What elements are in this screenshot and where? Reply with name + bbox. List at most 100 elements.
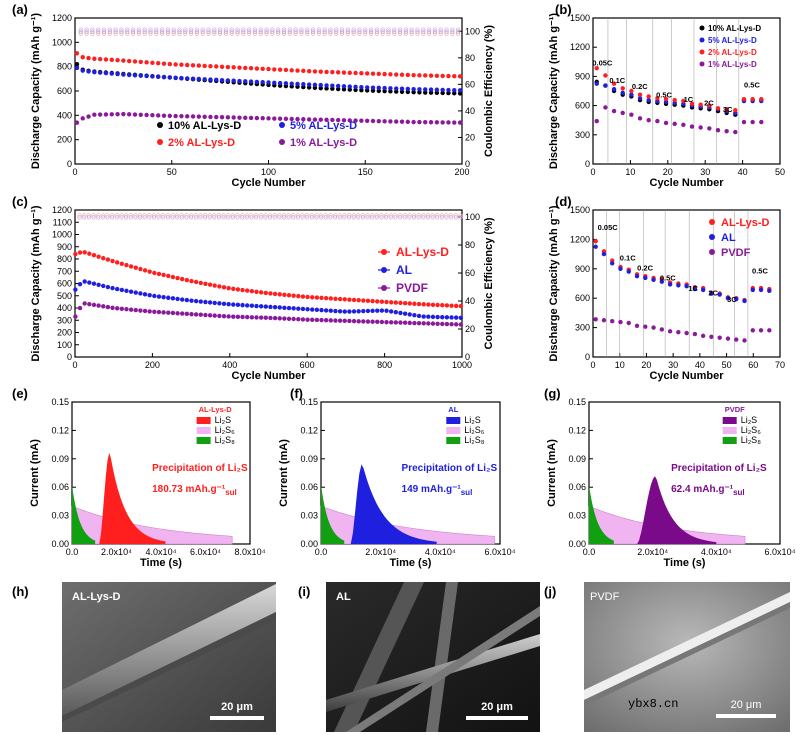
data-point bbox=[717, 292, 722, 297]
data-point bbox=[156, 309, 162, 315]
series-b-10-al-lys-d bbox=[594, 79, 764, 117]
data-point bbox=[364, 71, 370, 76]
series-a-2-al-lys-d bbox=[74, 51, 463, 79]
data-point bbox=[416, 313, 422, 319]
data-point bbox=[603, 73, 608, 78]
ce-point bbox=[360, 213, 366, 218]
ce-point bbox=[425, 215, 431, 220]
data-point bbox=[109, 57, 114, 63]
data-point bbox=[272, 80, 277, 85]
y2-axis-label: Coulombic Efficiency (%) bbox=[483, 217, 495, 349]
ce-point bbox=[147, 215, 152, 220]
data-point bbox=[446, 73, 451, 79]
data-point bbox=[452, 74, 457, 79]
x-tick-label: 50 bbox=[775, 167, 785, 177]
y-tick-label: 1500 bbox=[570, 205, 590, 215]
series-a-5-al-lys-d bbox=[74, 65, 463, 93]
data-point bbox=[593, 239, 598, 244]
data-point bbox=[254, 115, 260, 121]
data-point bbox=[282, 305, 287, 310]
data-point bbox=[342, 318, 347, 324]
y-tick-label: 1000 bbox=[52, 230, 72, 240]
data-point bbox=[370, 118, 376, 124]
data-point bbox=[243, 65, 248, 71]
x-tick-label: 8.0x10⁴ bbox=[235, 547, 266, 557]
data-point bbox=[637, 96, 643, 101]
data-point bbox=[361, 298, 366, 303]
ce-point bbox=[392, 31, 397, 36]
data-point bbox=[82, 279, 87, 284]
data-point bbox=[179, 276, 185, 282]
data-point bbox=[452, 87, 457, 93]
data-point bbox=[254, 289, 259, 294]
data-point bbox=[330, 69, 335, 75]
ce-point bbox=[165, 213, 170, 218]
data-point bbox=[142, 308, 148, 314]
data-point bbox=[249, 288, 255, 294]
data-point bbox=[672, 97, 677, 103]
ce-point bbox=[314, 213, 319, 218]
data-point bbox=[110, 258, 115, 264]
data-point bbox=[689, 101, 695, 106]
x-tick-label: 20 bbox=[663, 167, 673, 177]
data-point bbox=[353, 87, 358, 93]
data-point bbox=[603, 83, 608, 88]
data-point bbox=[759, 119, 764, 125]
data-point bbox=[221, 314, 227, 319]
legend-marker bbox=[709, 219, 715, 225]
data-point bbox=[452, 120, 457, 125]
legend-label: 2% AL-Lys-D bbox=[168, 137, 235, 149]
data-point bbox=[142, 268, 148, 273]
data-point bbox=[767, 328, 772, 333]
x-tick-label: 0.0 bbox=[583, 547, 596, 557]
data-point bbox=[207, 282, 213, 287]
data-point bbox=[758, 328, 764, 333]
data-point bbox=[74, 51, 80, 56]
ce-point bbox=[415, 29, 420, 34]
ce-point bbox=[148, 31, 153, 36]
data-point bbox=[260, 79, 265, 85]
x-tick-label: 4.0x10⁴ bbox=[425, 547, 456, 557]
ce-point bbox=[171, 27, 176, 32]
data-point bbox=[258, 315, 264, 320]
ce-point bbox=[175, 215, 180, 220]
y-tick-label: 1200 bbox=[52, 205, 72, 215]
data-point bbox=[179, 75, 184, 81]
ce-point bbox=[450, 31, 455, 36]
data-point bbox=[330, 83, 335, 88]
ce-point bbox=[148, 27, 153, 32]
y-tick-label: 700 bbox=[57, 266, 72, 276]
data-point bbox=[161, 74, 167, 80]
ce-point bbox=[78, 29, 83, 34]
rate-label: 0.5C bbox=[744, 80, 760, 89]
data-point bbox=[291, 293, 296, 298]
data-point bbox=[430, 302, 436, 307]
data-point bbox=[601, 318, 607, 323]
data-point bbox=[193, 279, 199, 285]
legend-swatch bbox=[196, 417, 211, 424]
data-point bbox=[214, 64, 219, 69]
data-point bbox=[388, 86, 393, 91]
data-point bbox=[444, 303, 450, 308]
data-point bbox=[217, 284, 222, 289]
ce-point bbox=[202, 215, 208, 220]
data-point bbox=[411, 86, 416, 92]
data-point bbox=[370, 71, 376, 76]
ce-point bbox=[223, 31, 229, 36]
data-point bbox=[319, 295, 324, 301]
data-point bbox=[202, 77, 207, 82]
data-point bbox=[388, 309, 394, 314]
data-point bbox=[440, 73, 445, 79]
data-point bbox=[426, 321, 431, 326]
legend-label: Li₂S₆ bbox=[464, 425, 485, 435]
ce-point bbox=[247, 29, 252, 34]
legend-swatch bbox=[196, 437, 211, 444]
data-point bbox=[282, 292, 287, 298]
y-tick-label: 0.12 bbox=[568, 425, 586, 435]
x-axis-label: Time (s) bbox=[140, 557, 182, 569]
data-point bbox=[440, 87, 445, 93]
data-point bbox=[296, 293, 301, 299]
ce-point bbox=[128, 215, 133, 220]
ce-point bbox=[206, 31, 211, 36]
